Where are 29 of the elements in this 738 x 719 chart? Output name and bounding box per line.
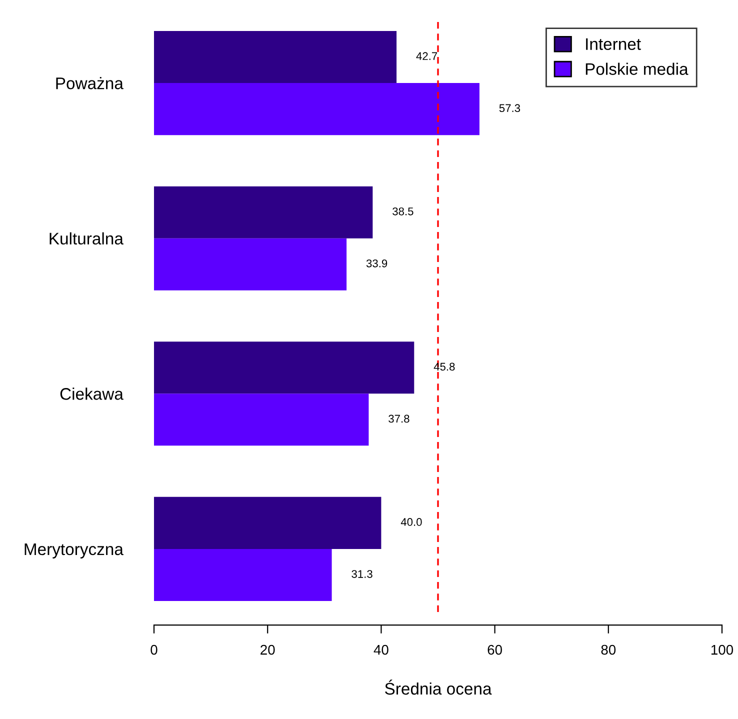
data-label: 40.0 bbox=[400, 518, 422, 526]
data-label: 38.5 bbox=[392, 207, 414, 216]
data-label: 45.8 bbox=[434, 362, 455, 371]
data-label: 42.7 bbox=[416, 52, 438, 60]
x-tick-label: 20 bbox=[260, 644, 275, 655]
x-tick-label: 100 bbox=[711, 644, 734, 655]
data-label: 37.8 bbox=[388, 414, 410, 423]
legend-label: Internet bbox=[586, 38, 641, 50]
y-tick-label: Poważna bbox=[56, 77, 124, 90]
bar bbox=[154, 394, 369, 446]
bar bbox=[154, 238, 347, 290]
x-axis-title: Średnia ocena bbox=[385, 680, 492, 695]
bar bbox=[154, 342, 414, 394]
y-tick-label: Ciekawa bbox=[60, 388, 124, 400]
x-tick-label: 40 bbox=[374, 644, 388, 655]
bar bbox=[154, 83, 480, 136]
x-tick-label: 60 bbox=[488, 644, 502, 655]
bar bbox=[154, 186, 373, 238]
x-tick-label: 0 bbox=[150, 644, 158, 655]
legend-label: Polskie media bbox=[586, 62, 688, 75]
y-tick-label: Kulturalna bbox=[50, 232, 124, 245]
bar bbox=[154, 548, 332, 601]
data-label: 31.3 bbox=[352, 570, 372, 578]
bar bbox=[154, 496, 382, 549]
bar bbox=[154, 31, 397, 84]
data-label: 33.9 bbox=[366, 259, 388, 268]
y-tick-label: Merytoryczna bbox=[24, 544, 124, 558]
data-label: 57.3 bbox=[499, 104, 520, 112]
x-tick-label: 80 bbox=[601, 644, 616, 655]
